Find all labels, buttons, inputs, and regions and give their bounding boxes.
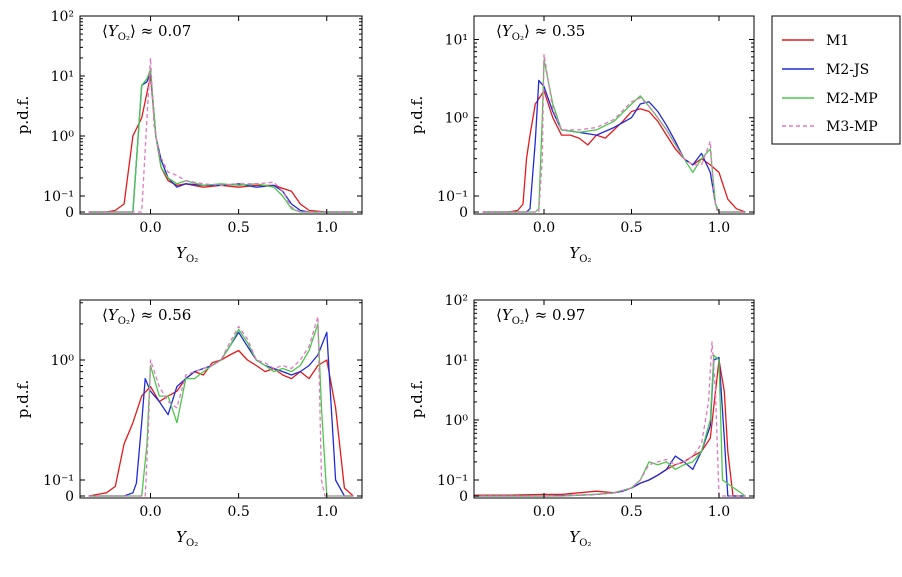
x-tick-label: 0.0 — [139, 504, 161, 520]
series-line-m2-js — [482, 79, 746, 213]
x-tick-label: 0.0 — [533, 504, 555, 520]
axes-frame — [473, 299, 755, 499]
x-tick-label: 0.0 — [139, 220, 161, 236]
y-axis-label: p.d.f. — [408, 96, 426, 135]
x-tick-label: 0.5 — [620, 504, 642, 520]
x-tick-label: 0.5 — [227, 220, 249, 236]
legend-entry: M2-JS — [782, 62, 869, 78]
legend-label: M1 — [826, 33, 849, 49]
y-axis-label: p.d.f. — [14, 96, 32, 135]
y-tick-label: 10⁰ — [445, 111, 469, 127]
chart-panel: 0.0 0.5 1.0 010⁻¹ 10⁰ 10¹ 10² p.d.f. YO₂ ⟨YO₂⟩ ≈ … — [14, 9, 363, 265]
y-tick-label: 10⁻¹ — [43, 473, 74, 489]
series-line-m2-mp — [482, 59, 746, 213]
chart-panel: 0.0 0.5 1.0 010⁻¹ 10⁰ p.d.f. YO₂ ⟨YO₂⟩ ≈ 0.56 — [14, 299, 363, 549]
mean-annotation: ⟨YO₂⟩ ≈ 0.56 — [102, 306, 191, 327]
legend-entry: M2-MP — [782, 91, 878, 107]
y-tick-label: 10⁻¹ — [437, 473, 468, 489]
axes-frame — [79, 15, 363, 215]
chart-panel: 0.0 0.5 1.0 010⁻¹ 10⁰ 10¹ 10² p.d.f. YO₂ ⟨YO₂⟩ ≈ … — [408, 293, 755, 549]
y-axis-label: p.d.f. — [14, 380, 32, 419]
series-line-m3-mp — [482, 53, 746, 213]
y-tick-label: 10⁻¹ — [43, 189, 74, 205]
series-line-m2-js — [88, 331, 354, 497]
x-axis-label: YO₂ — [176, 244, 198, 265]
y-tick-label: 10¹ — [445, 353, 468, 369]
x-tick-label: 0.5 — [620, 220, 642, 236]
series-line-m3-mp — [474, 341, 746, 497]
chart-panel: 0.0 0.5 1.0 010⁻¹ 10⁰ 10¹ p.d.f. YO₂ ⟨YO₂⟩ ≈ 0.3… — [408, 15, 755, 265]
y-tick-label: 10⁰ — [51, 129, 75, 145]
y-tick-label: 10² — [51, 9, 74, 25]
legend-label: M3-MP — [826, 119, 878, 135]
mean-annotation: ⟨YO₂⟩ ≈ 0.07 — [102, 22, 191, 43]
legend-frame — [771, 15, 901, 145]
x-tick-label: 1.0 — [708, 504, 730, 520]
series-line-m3-mp — [88, 315, 354, 497]
legend: M1 M2-JS M2-MP M3-MP — [771, 15, 901, 145]
y-tick-label: 10⁰ — [51, 353, 75, 369]
x-axis-label: YO₂ — [569, 244, 591, 265]
series-line-m2-mp — [88, 68, 354, 213]
plot-area — [482, 53, 746, 213]
x-axis-label: YO₂ — [569, 528, 591, 549]
x-tick-label: 1.0 — [316, 504, 338, 520]
x-tick-label: 0.5 — [227, 504, 249, 520]
y-tick-label: 0 — [65, 205, 74, 221]
y-tick-label: 10² — [445, 293, 468, 309]
legend-label: M2-MP — [826, 91, 878, 107]
y-tick-label: 10¹ — [445, 32, 468, 48]
y-axis-label: p.d.f. — [408, 380, 426, 419]
legend-label: M2-JS — [826, 62, 869, 78]
series-line-m2-js — [88, 70, 354, 213]
plot-area — [88, 315, 354, 497]
x-tick-label: 0.0 — [533, 220, 555, 236]
series-line-m1 — [88, 75, 354, 213]
series-line-m3-mp — [88, 57, 354, 213]
series-line-m1 — [88, 349, 354, 497]
y-tick-label: 0 — [459, 489, 468, 505]
y-tick-label: 10¹ — [51, 69, 74, 85]
plot-area — [474, 341, 746, 497]
plot-area — [88, 57, 354, 213]
x-axis-label: YO₂ — [176, 528, 198, 549]
x-tick-label: 1.0 — [708, 220, 730, 236]
series-line-m2-mp — [88, 323, 354, 497]
axes-frame — [79, 299, 363, 499]
y-tick-label: 0 — [65, 489, 74, 505]
x-tick-label: 1.0 — [316, 220, 338, 236]
mean-annotation: ⟨YO₂⟩ ≈ 0.35 — [496, 22, 585, 43]
legend-entry: M3-MP — [782, 119, 878, 135]
y-tick-label: 0 — [459, 205, 468, 221]
axes-frame — [473, 15, 755, 215]
mean-annotation: ⟨YO₂⟩ ≈ 0.97 — [496, 306, 585, 327]
legend-entry: M1 — [782, 33, 849, 49]
y-tick-label: 10⁰ — [445, 413, 469, 429]
y-tick-label: 10⁻¹ — [437, 189, 468, 205]
